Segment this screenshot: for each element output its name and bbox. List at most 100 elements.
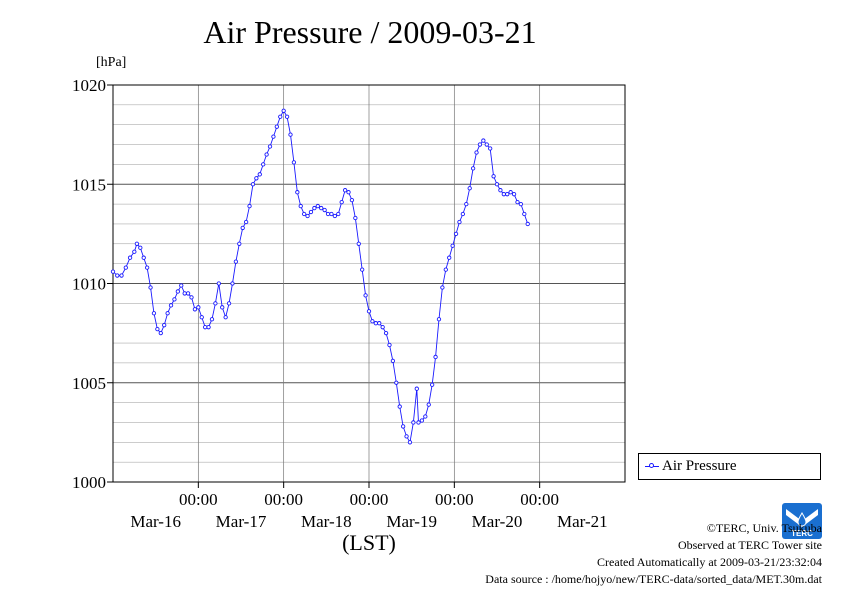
data-point xyxy=(278,114,283,119)
data-point xyxy=(240,225,245,231)
data-point xyxy=(175,289,181,294)
data-point xyxy=(450,243,455,248)
y-axis: 1000 1005 1010 1015 1020 xyxy=(72,76,113,492)
data-point xyxy=(387,342,392,348)
data-point xyxy=(339,199,344,205)
data-point xyxy=(237,241,242,246)
data-point xyxy=(423,414,428,419)
data-point xyxy=(261,162,266,167)
data-point xyxy=(144,265,150,270)
series-layer xyxy=(110,108,530,445)
data-point xyxy=(301,211,307,217)
data-point xyxy=(223,315,228,320)
terc-logo-icon: TERC xyxy=(782,503,822,539)
data-point xyxy=(206,325,211,330)
data-point xyxy=(336,211,341,217)
data-point xyxy=(515,199,520,205)
data-point xyxy=(460,211,466,217)
data-point xyxy=(295,190,300,195)
data-point xyxy=(505,192,510,197)
data-point xyxy=(414,386,419,391)
legend-label-air-pressure: Air Pressure xyxy=(662,458,737,474)
data-point xyxy=(168,303,174,308)
logo-text: TERC xyxy=(791,529,813,538)
data-point xyxy=(491,174,496,179)
data-point xyxy=(271,134,276,139)
data-point xyxy=(474,150,479,155)
footer-copyright: ©TERC, Univ. Tsukuba xyxy=(706,521,822,535)
data-point xyxy=(315,203,320,209)
data-point xyxy=(397,404,402,409)
data-point xyxy=(226,301,232,306)
data-point xyxy=(189,295,194,300)
x-tick-time-label: 00:00 xyxy=(350,490,389,509)
data-point xyxy=(148,285,153,290)
x-tick-date-label: Mar-17 xyxy=(216,512,267,531)
data-point xyxy=(151,311,157,316)
data-point xyxy=(447,255,452,260)
data-point xyxy=(511,192,517,197)
data-point xyxy=(267,144,273,149)
data-point xyxy=(284,114,290,119)
data-point xyxy=(464,201,469,207)
x-tick-date-label: Mar-18 xyxy=(301,512,352,531)
data-point xyxy=(416,420,421,425)
data-point xyxy=(477,142,483,147)
data-point xyxy=(390,358,396,364)
data-point xyxy=(443,267,448,272)
data-point xyxy=(501,192,506,197)
grid-lines xyxy=(113,85,625,482)
data-point xyxy=(407,440,413,445)
data-point xyxy=(436,317,442,322)
y-tick-label: 1015 xyxy=(72,175,106,194)
legend-point-marker xyxy=(649,463,654,468)
x-tick-time-label: 00:00 xyxy=(435,490,474,509)
data-point xyxy=(426,402,431,407)
data-point xyxy=(404,434,409,439)
data-point xyxy=(366,309,372,314)
footer-created: Created Automatically at 2009-03-21/23:3… xyxy=(597,555,822,569)
data-point xyxy=(353,215,358,221)
data-point xyxy=(162,323,167,328)
data-point xyxy=(243,219,249,225)
data-point xyxy=(400,424,406,429)
data-point xyxy=(213,301,218,306)
data-point xyxy=(470,166,476,171)
data-point xyxy=(498,188,503,193)
data-point xyxy=(380,325,385,330)
data-point xyxy=(484,142,489,147)
data-point xyxy=(264,152,269,157)
data-point xyxy=(132,249,137,254)
data-point xyxy=(134,241,140,246)
data-point xyxy=(138,245,143,250)
data-point xyxy=(305,213,310,219)
x-axis: 00:00 00:00 00:00 00:00 00:00 Mar-16 Mar-17 Mar… xyxy=(130,482,608,531)
data-point xyxy=(319,205,324,211)
data-point xyxy=(312,205,317,211)
data-point xyxy=(220,305,225,310)
data-point xyxy=(360,267,365,272)
x-tick-time-label: 00:00 xyxy=(264,490,303,509)
data-point xyxy=(342,188,348,193)
data-point xyxy=(115,273,120,278)
x-tick-time-label: 00:00 xyxy=(520,490,559,509)
data-point xyxy=(155,327,160,332)
data-point xyxy=(196,305,201,310)
data-point xyxy=(467,186,472,191)
y-tick-label: 1000 xyxy=(72,473,106,492)
data-point xyxy=(281,108,286,113)
data-point xyxy=(508,190,513,195)
data-point xyxy=(356,241,361,246)
x-tick-date-label: Mar-16 xyxy=(130,512,181,531)
data-point xyxy=(370,319,375,324)
data-point xyxy=(349,197,355,203)
x-tick-date-label: Mar-19 xyxy=(386,512,437,531)
data-point xyxy=(247,203,252,209)
data-point xyxy=(308,209,314,215)
data-point xyxy=(182,291,187,296)
data-point xyxy=(199,315,204,320)
data-point xyxy=(363,293,368,298)
x-tick-date-label: Mar-21 xyxy=(557,512,608,531)
data-point xyxy=(525,221,530,227)
data-point xyxy=(179,283,184,288)
